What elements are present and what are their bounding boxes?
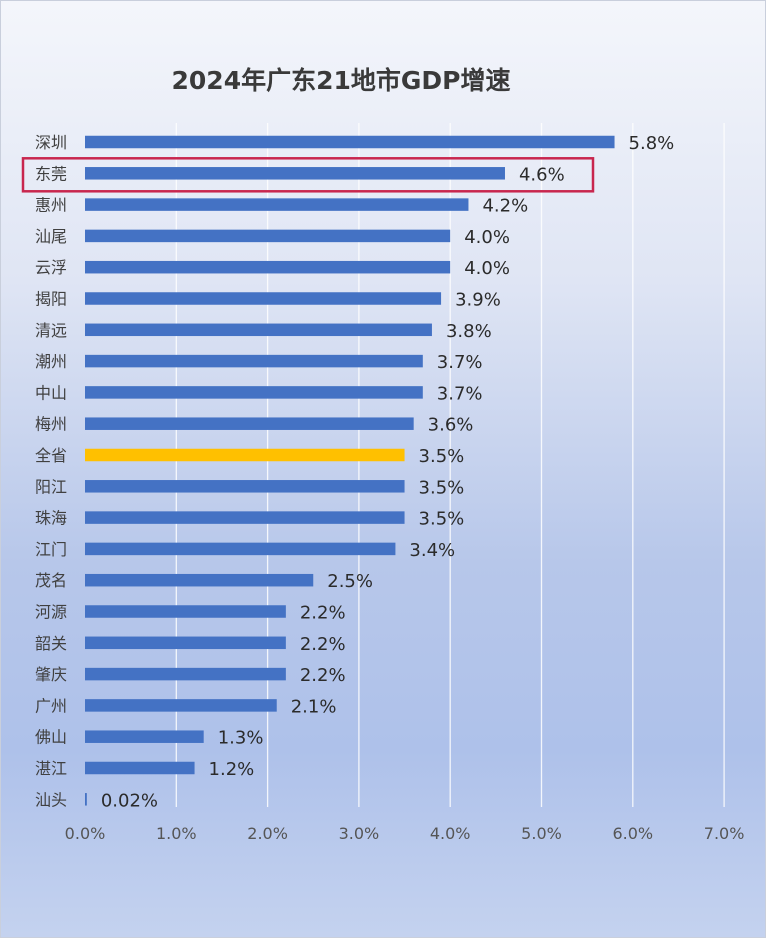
- category-label: 云浮: [35, 258, 67, 277]
- category-label: 珠海: [35, 509, 67, 528]
- data-label: 2.2%: [300, 634, 346, 655]
- bar: [85, 167, 505, 180]
- data-label: 3.5%: [419, 509, 465, 530]
- category-label: 茂名: [35, 571, 67, 590]
- bar: [85, 636, 286, 650]
- data-label: 3.6%: [428, 415, 474, 436]
- data-label: 1.3%: [218, 728, 264, 749]
- x-tick-label: 1.0%: [156, 824, 197, 843]
- category-label: 广州: [35, 696, 67, 715]
- category-label: 汕头: [35, 790, 67, 809]
- category-labels: 深圳东莞惠州汕尾云浮揭阳清远潮州中山梅州全省阳江珠海江门茂名河源韶关肇庆广州佛山…: [35, 133, 67, 809]
- bar: [85, 511, 405, 524]
- x-tick-label: 2.0%: [247, 824, 288, 843]
- x-axis-tick-labels: 0.0% 1.0% 2.0% 3.0% 4.0% 5.0% 6.0% 7.0%: [65, 824, 745, 843]
- data-label: 2.5%: [327, 571, 373, 592]
- bar: [85, 354, 423, 368]
- data-label: 4.0%: [464, 227, 510, 248]
- data-label: 2.2%: [300, 603, 346, 624]
- x-tick-label: 5.0%: [521, 824, 562, 843]
- category-label: 全省: [35, 446, 67, 465]
- category-label: 潮州: [35, 352, 67, 371]
- data-label: 2.1%: [291, 696, 337, 717]
- bar: [85, 292, 442, 305]
- bar: [85, 699, 277, 712]
- category-label: 湛江: [35, 759, 67, 778]
- category-label: 清远: [35, 321, 67, 340]
- value-labels: 5.8% 4.6% 4.2% 4.0% 4.0% 3.9% 3.8% 3.7% 3.7% 3.6%…: [101, 133, 674, 811]
- data-label: 2.2%: [300, 665, 346, 686]
- category-label: 阳江: [35, 477, 67, 496]
- category-label: 肇庆: [35, 665, 67, 684]
- category-label: 韶关: [35, 634, 67, 653]
- bar: [85, 761, 195, 775]
- chart-title: 2024年广东21地市GDP增速: [172, 66, 511, 95]
- data-label: 4.2%: [482, 196, 528, 217]
- category-label: 江门: [35, 540, 67, 559]
- bar: [85, 229, 451, 243]
- category-label: 汕尾: [35, 227, 67, 246]
- data-label: 3.5%: [419, 446, 465, 467]
- x-tick-label: 7.0%: [704, 824, 745, 843]
- bar: [85, 573, 314, 587]
- x-tick-label: 0.0%: [65, 824, 106, 843]
- data-label: 3.4%: [409, 540, 455, 561]
- bar: [85, 323, 432, 337]
- category-label: 梅州: [35, 415, 67, 434]
- bar: [85, 260, 451, 274]
- category-label: 河源: [35, 603, 67, 622]
- category-label: 中山: [35, 383, 67, 402]
- data-label: 4.6%: [519, 164, 565, 185]
- highlight-box: [21, 157, 595, 193]
- bar: [85, 730, 204, 743]
- category-label: 东莞: [35, 164, 67, 183]
- data-label: 3.8%: [446, 321, 492, 342]
- bar: [85, 542, 396, 556]
- x-tick-label: 4.0%: [430, 824, 471, 843]
- category-label: 揭阳: [35, 290, 67, 309]
- data-label: 3.7%: [437, 383, 483, 404]
- x-tick-label: 6.0%: [612, 824, 653, 843]
- bar: [85, 667, 286, 681]
- bar: [85, 448, 405, 462]
- bar: [85, 605, 286, 618]
- bar: [85, 135, 615, 149]
- bar: [85, 198, 469, 211]
- data-label: 4.0%: [464, 258, 510, 279]
- bar: [85, 480, 405, 493]
- data-label: 0.02%: [101, 790, 158, 811]
- data-label: 5.8%: [629, 133, 675, 154]
- category-label: 佛山: [35, 728, 67, 747]
- category-label: 惠州: [35, 196, 67, 215]
- data-label: 3.7%: [437, 352, 483, 373]
- category-label: 深圳: [35, 133, 67, 152]
- bar: [85, 793, 87, 806]
- bars-layer: [85, 135, 615, 806]
- data-label: 3.5%: [419, 477, 465, 498]
- data-label: 3.9%: [455, 290, 501, 311]
- bar: [85, 386, 423, 399]
- x-tick-label: 3.0%: [339, 824, 380, 843]
- data-label: 1.2%: [209, 759, 255, 780]
- bar: [85, 417, 414, 430]
